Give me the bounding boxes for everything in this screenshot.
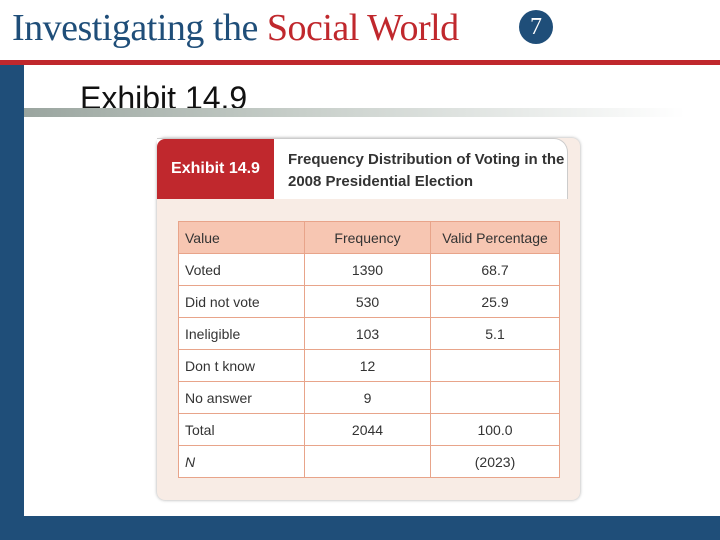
cell-value: Voted <box>178 253 305 286</box>
cell-frequency: 9 <box>304 381 431 414</box>
cell-frequency: 1390 <box>304 253 431 286</box>
cell-value: No answer <box>178 381 305 414</box>
exhibit-header: Exhibit 14.9 Frequency Distribution of V… <box>157 138 568 199</box>
cell-frequency: 12 <box>304 349 431 382</box>
cell-percentage: 5.1 <box>430 317 560 350</box>
table-row: No answer 9 <box>178 381 560 414</box>
column-header-frequency: Frequency <box>304 221 431 254</box>
book-title-part2: Social World <box>266 7 459 49</box>
left-accent-bar <box>0 65 24 540</box>
cell-value: Ineligible <box>178 317 305 350</box>
cell-percentage <box>430 381 560 414</box>
exhibit-caption: Frequency Distribution of Voting in the … <box>288 151 565 190</box>
cell-frequency <box>304 445 431 478</box>
cell-percentage: (2023) <box>430 445 560 478</box>
cell-frequency: 103 <box>304 317 431 350</box>
cell-frequency: 2044 <box>304 413 431 446</box>
cell-percentage <box>430 349 560 382</box>
book-title: Investigating the Social World <box>12 6 459 50</box>
cell-frequency: 530 <box>304 285 431 318</box>
frequency-table: Value Frequency Valid Percentage Voted 1… <box>178 221 560 478</box>
cell-percentage: 68.7 <box>430 253 560 286</box>
table-row: Did not vote 530 25.9 <box>178 285 560 318</box>
table-row: Total 2044 100.0 <box>178 413 560 446</box>
cell-value: Total <box>178 413 305 446</box>
exhibit-figure: Exhibit 14.9 Frequency Distribution of V… <box>157 138 580 500</box>
cell-percentage: 100.0 <box>430 413 560 446</box>
exhibit-tab-label: Exhibit 14.9 <box>157 139 274 199</box>
bottom-accent-bar <box>0 516 720 540</box>
table-row: N (2023) <box>178 445 560 478</box>
banner-divider <box>0 60 720 65</box>
column-header-percentage: Valid Percentage <box>430 221 560 254</box>
table-header-row: Value Frequency Valid Percentage <box>178 221 560 254</box>
title-banner: Investigating the Social World 7 <box>0 0 720 62</box>
table-row: Ineligible 103 5.1 <box>178 317 560 350</box>
cell-value: N <box>178 445 305 478</box>
column-header-value: Value <box>178 221 305 254</box>
heading-underline <box>24 108 720 117</box>
book-title-part1: Investigating the <box>12 7 267 49</box>
cell-value: Did not vote <box>178 285 305 318</box>
table-row: Voted 1390 68.7 <box>178 253 560 286</box>
table-row: Don t know 12 <box>178 349 560 382</box>
cell-percentage: 25.9 <box>430 285 560 318</box>
cell-value: Don t know <box>178 349 305 382</box>
edition-badge: 7 <box>519 10 553 44</box>
